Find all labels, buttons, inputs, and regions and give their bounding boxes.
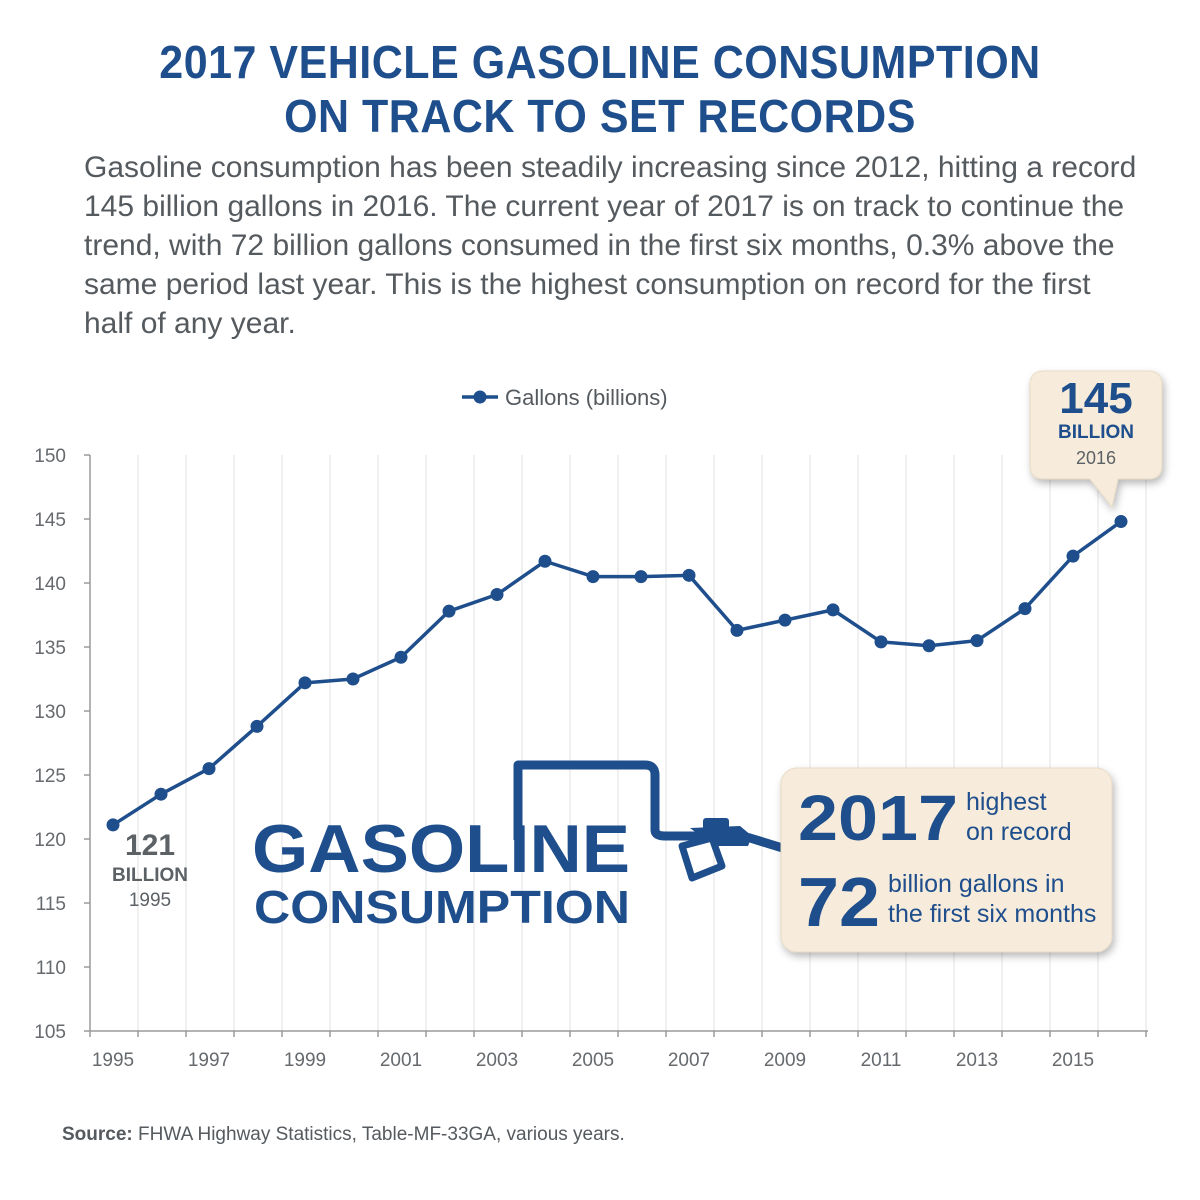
peak-value: 145 — [1059, 374, 1132, 423]
data-point — [394, 650, 408, 664]
data-point — [538, 554, 552, 568]
series-points — [106, 515, 1128, 832]
x-tick-label: 2009 — [764, 1050, 806, 1071]
y-tick-label: 130 — [34, 702, 66, 723]
data-point — [1066, 549, 1080, 563]
y-tick-label: 105 — [34, 1022, 66, 1043]
data-point — [730, 623, 744, 637]
data-point — [682, 568, 696, 582]
x-tick-label: 2001 — [380, 1050, 422, 1071]
source-text: FHWA Highway Statistics, Table-MF-33GA, … — [138, 1124, 625, 1145]
summary-year-text-1: highest — [966, 788, 1047, 816]
y-tick-label: 140 — [34, 574, 66, 595]
data-point — [874, 635, 888, 649]
legend-marker — [473, 390, 487, 404]
title-line-1: 2017 VEHICLE GASOLINE CONSUMPTION — [159, 37, 1041, 89]
peak-unit: BILLION — [1058, 422, 1134, 443]
x-tick-label: 1995 — [92, 1050, 134, 1071]
data-point — [778, 613, 792, 627]
x-tick-label: 2007 — [668, 1050, 710, 1071]
summary-amount-text-1: billion gallons in — [888, 870, 1065, 898]
start-unit: BILLION — [112, 865, 188, 886]
data-point — [346, 672, 360, 686]
data-point — [250, 719, 264, 733]
y-tick-label: 150 — [34, 446, 66, 467]
x-tick-labels: 1995 1997 1999 2001 2003 2005 2007 2009 2011 2013… — [92, 1050, 1094, 1071]
consumption-word: CONSUMPTION — [254, 881, 630, 933]
peak-year: 2016 — [1076, 448, 1116, 468]
gasoline-pump-graphic: GASOLINE CONSUMPTION — [252, 760, 804, 933]
x-tick-label: 2013 — [956, 1050, 998, 1071]
intro-paragraph: Gasoline consumption has been steadily i… — [84, 151, 1137, 340]
data-point — [634, 570, 648, 584]
data-point — [922, 639, 936, 653]
series-line-gallons — [112, 520, 1123, 827]
data-point — [442, 604, 456, 618]
data-point — [202, 762, 216, 776]
legend-label: Gallons (billions) — [505, 385, 668, 410]
data-point — [1018, 602, 1032, 616]
x-tick-label: 2005 — [572, 1050, 614, 1071]
data-point — [826, 603, 840, 617]
y-tick-label: 120 — [34, 830, 66, 851]
gasoline-word: GASOLINE — [252, 811, 630, 887]
x-tick-label: 1997 — [188, 1050, 230, 1071]
x-tick-label: 1999 — [284, 1050, 326, 1071]
data-point — [1114, 515, 1128, 529]
data-point — [298, 676, 312, 690]
source-note: Source: FHWA Highway Statistics, Table-M… — [62, 1124, 625, 1146]
data-point — [490, 588, 504, 602]
data-point — [154, 787, 168, 801]
x-tick-label: 2015 — [1052, 1050, 1094, 1071]
fuel-nozzle-icon — [678, 818, 752, 882]
summary-callout-box — [780, 767, 1113, 953]
x-tick-label: 2011 — [861, 1050, 902, 1071]
page-title: 2017 VEHICLE GASOLINE CONSUMPTION ON TRA… — [0, 36, 1200, 144]
source-label: Source: — [62, 1124, 133, 1145]
start-year: 1995 — [129, 890, 171, 911]
start-annotation: 121 BILLION 1995 — [112, 829, 188, 911]
y-tick-label: 145 — [34, 510, 66, 531]
y-tick-label: 135 — [34, 638, 66, 659]
start-value: 121 — [125, 829, 175, 862]
data-point — [106, 818, 120, 832]
y-tick-labels: 105 110 115 120 125 130 135 140 145 150 — [34, 446, 66, 1043]
peak-callout-bubble — [1029, 370, 1163, 509]
summary-amount: 72 — [798, 863, 880, 941]
y-tick-label: 115 — [36, 894, 66, 915]
y-tick-label: 125 — [34, 766, 66, 787]
axes — [84, 454, 1148, 1037]
summary-year: 2017 — [798, 782, 958, 854]
summary-amount-text-2: the first six months — [888, 900, 1096, 928]
data-point — [586, 570, 600, 584]
summary-year-text-2: on record — [966, 818, 1072, 846]
summary-callout — [780, 767, 1113, 953]
peak-callout — [1029, 370, 1163, 509]
title-line-2: ON TRACK TO SET RECORDS — [284, 91, 916, 143]
y-tick-label: 110 — [36, 958, 66, 979]
data-point — [970, 634, 984, 648]
legend: Gallons (billions) — [462, 385, 668, 410]
x-tick-label: 2003 — [476, 1050, 518, 1071]
